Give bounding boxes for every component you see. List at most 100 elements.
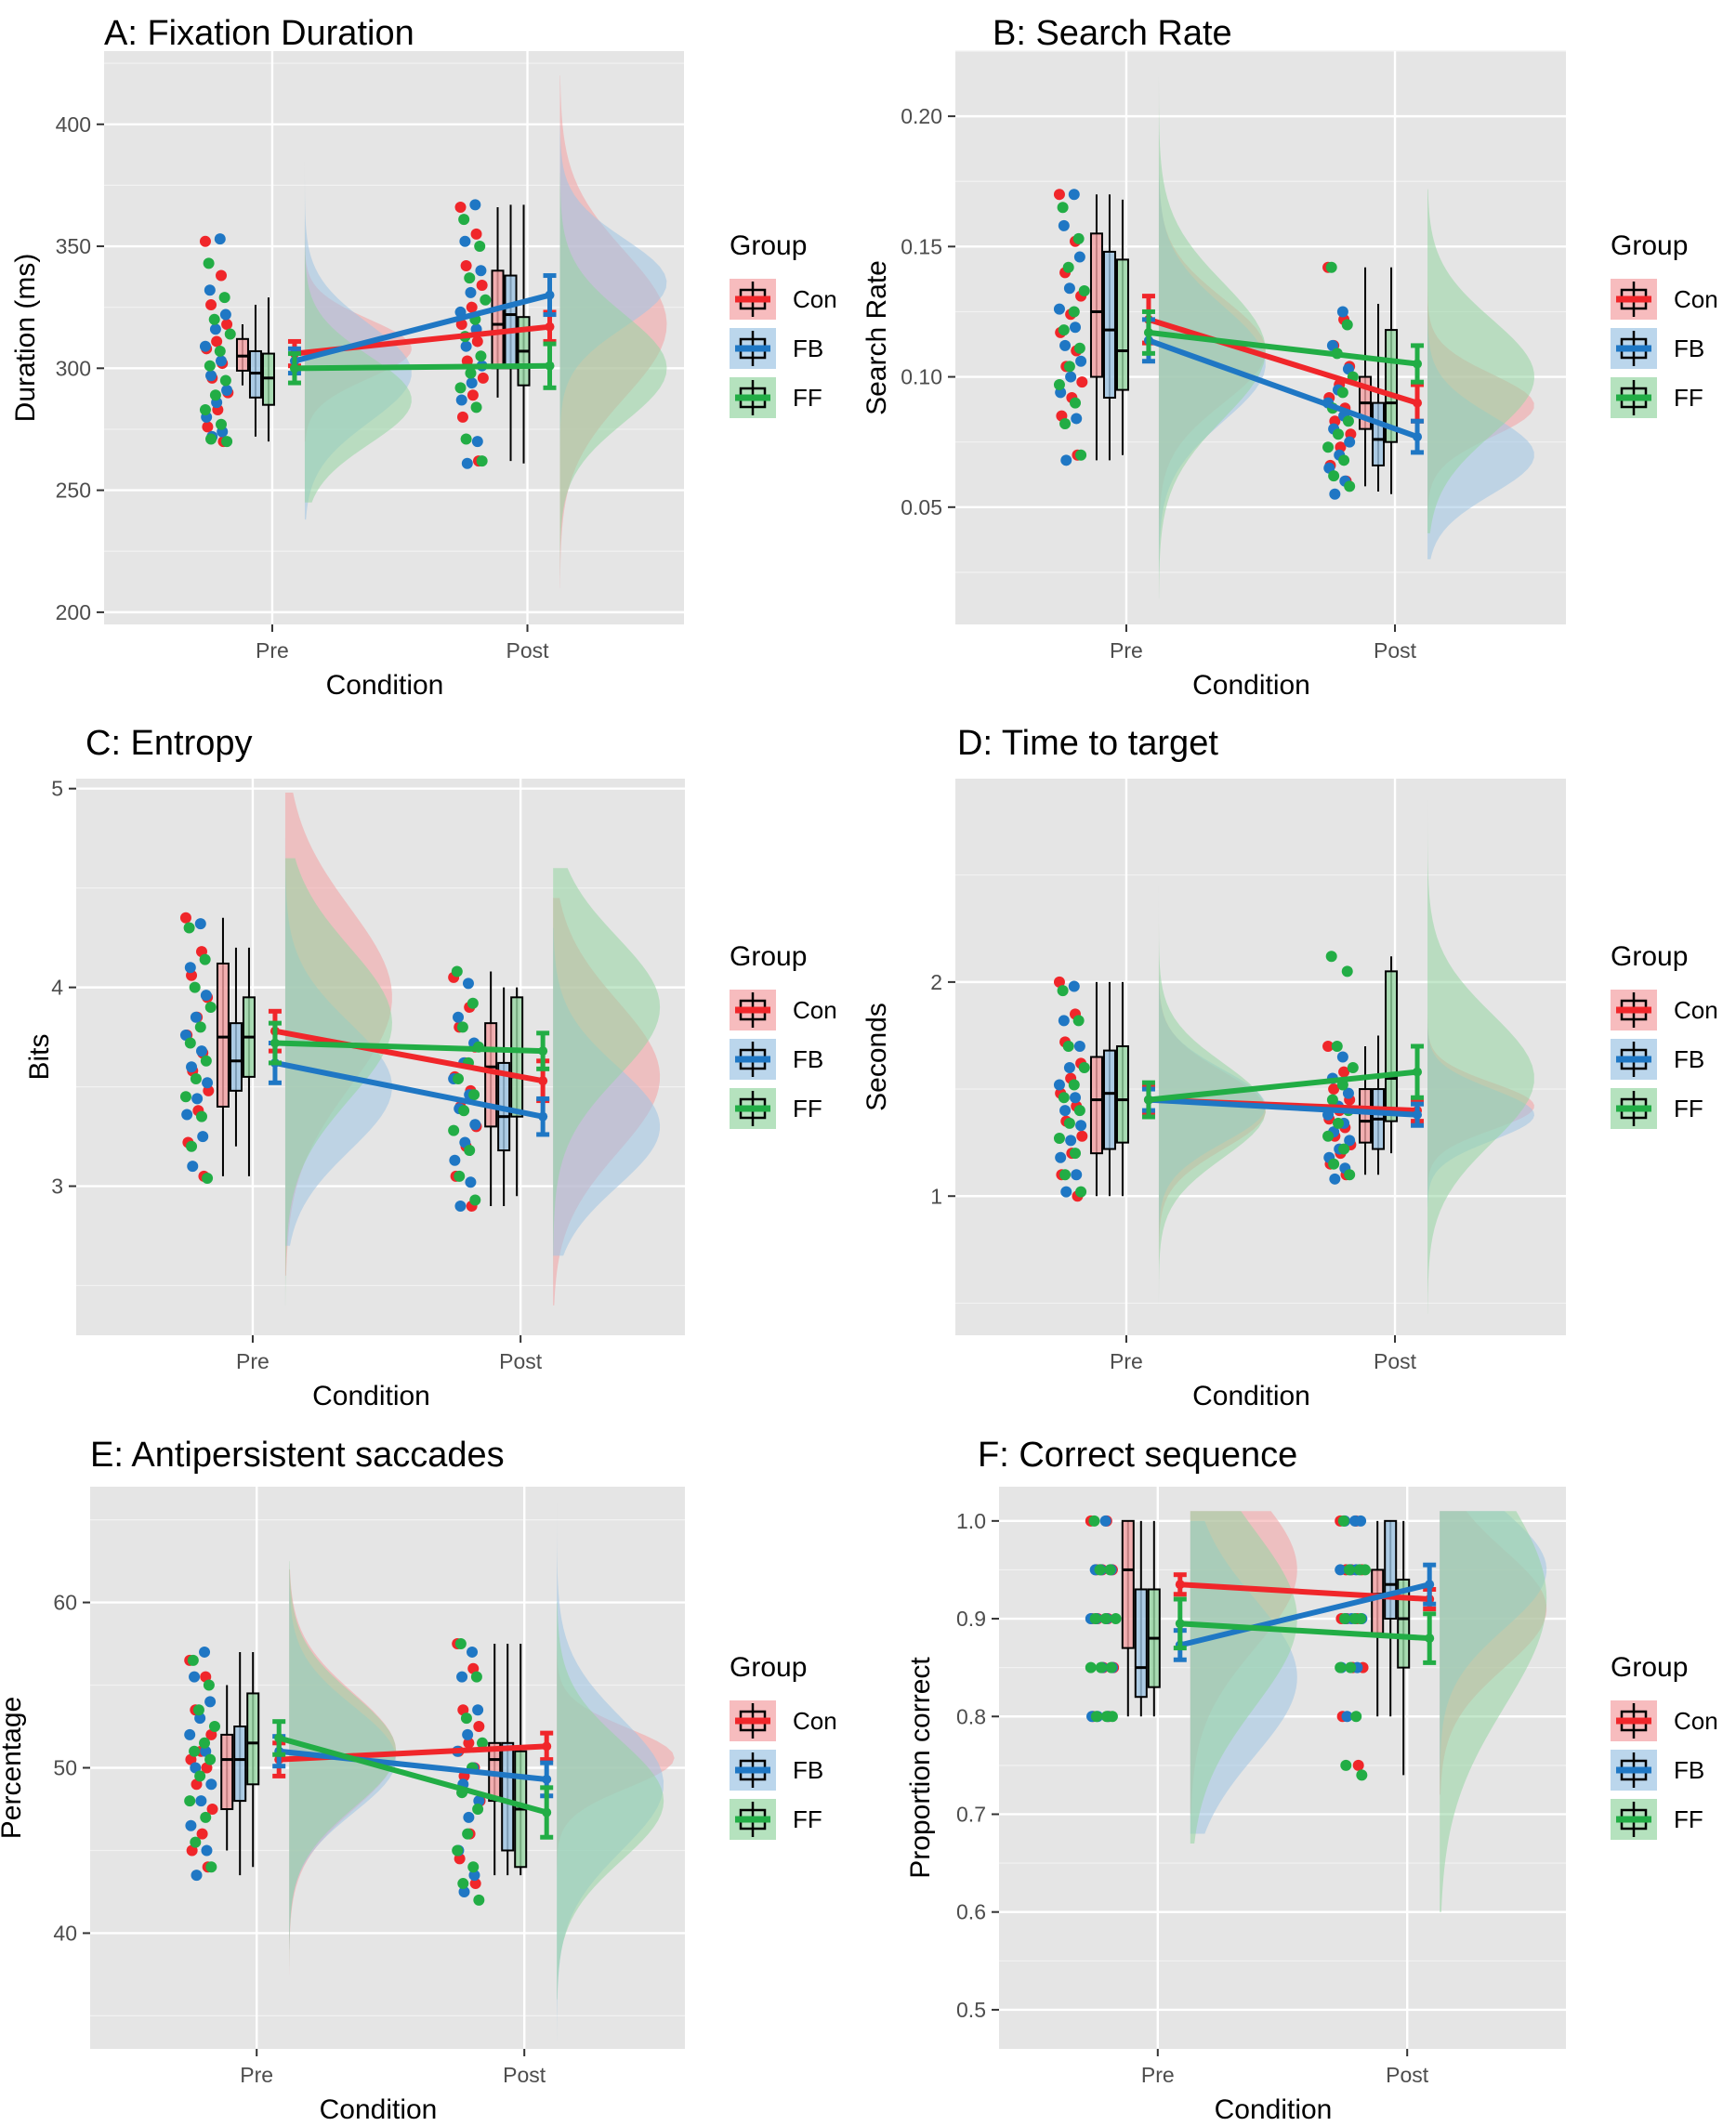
panel-title: A: Fixation Duration [104, 14, 414, 53]
point-fb [1075, 355, 1087, 367]
point-con [179, 912, 191, 924]
point-ff [1099, 1613, 1111, 1625]
point-ff [184, 1037, 196, 1049]
point-ff [1095, 1661, 1107, 1673]
point-ff [1068, 1079, 1080, 1091]
point-con [1352, 1759, 1364, 1771]
mean-point-ff [1143, 1095, 1153, 1105]
point-ff [453, 1073, 465, 1085]
point-ff [1356, 1769, 1368, 1781]
point-ff [467, 997, 479, 1009]
point-con [1076, 1130, 1088, 1142]
mean-point-con [1175, 1580, 1185, 1590]
point-fb [468, 1870, 480, 1882]
point-fb [204, 1696, 217, 1708]
mean-point-fb [542, 1774, 552, 1784]
point-ff [472, 1803, 484, 1815]
point-ff [457, 1878, 469, 1890]
legend-label-fb: FB [1674, 335, 1704, 362]
point-fb [465, 286, 477, 298]
point-fb [1058, 1015, 1070, 1027]
mean-point-con [1413, 398, 1423, 408]
point-ff [1063, 361, 1075, 373]
point-ff [1339, 1613, 1351, 1625]
point-fb [1336, 1051, 1348, 1063]
point-con [469, 1878, 481, 1890]
x-tick-label: Post [1374, 638, 1417, 663]
point-fb [462, 1728, 474, 1740]
point-ff [1068, 306, 1080, 318]
point-fb [204, 284, 216, 296]
point-ff [208, 313, 220, 325]
legend-label-fb: FB [1674, 1045, 1704, 1073]
point-fb [1336, 306, 1348, 318]
point-ff [454, 382, 467, 394]
point-ff [200, 1811, 212, 1823]
y-tick-label: 4 [51, 976, 63, 1000]
point-con [454, 202, 467, 214]
mean-point-ff [1413, 1067, 1423, 1077]
point-ff [1059, 1169, 1072, 1181]
point-ff [476, 1737, 488, 1749]
box-ff [1115, 1044, 1129, 1144]
point-fb [216, 355, 228, 367]
point-ff [1344, 480, 1356, 492]
y-axis-label: Bits [24, 1033, 55, 1080]
point-ff [1070, 1148, 1082, 1160]
density-ff-post [1427, 800, 1534, 1314]
point-ff [192, 1704, 204, 1716]
y-tick-label: 350 [56, 234, 91, 258]
x-tick-label: Pre [256, 638, 289, 663]
point-fb [194, 918, 206, 930]
mean-line-ff [278, 1735, 548, 1816]
point-fb [1344, 1135, 1356, 1147]
point-ff [1328, 1158, 1340, 1170]
mean-point-fb [1425, 1580, 1435, 1590]
point-con [1328, 1083, 1340, 1096]
panel-b: 0.05 0.10 0.15 0.20 Pre Post B: Search Rate Con… [861, 14, 1718, 701]
point-fb [463, 1811, 475, 1823]
point-ff [199, 953, 211, 965]
point-fb [1073, 251, 1085, 263]
panel-d: 1 2 Pre Post D: Time to target Condition Secon… [861, 724, 1718, 1411]
point-con [460, 260, 472, 272]
point-ff [1062, 261, 1074, 273]
point-fb [202, 1077, 214, 1089]
box-fb [1102, 1049, 1116, 1150]
y-tick-label: 0.15 [901, 234, 942, 258]
point-fb [1073, 1040, 1085, 1052]
legend-title: Group [1611, 941, 1688, 972]
point-ff [1325, 261, 1337, 273]
point-con [476, 280, 488, 292]
point-fb [186, 1061, 198, 1073]
density-ff-pre [1158, 864, 1266, 1304]
y-tick-label: 5 [51, 777, 63, 801]
y-tick-label: 0.6 [956, 1900, 986, 1924]
box-ff [1115, 258, 1129, 391]
x-tick-label: Post [1386, 2063, 1429, 2087]
point-fb [1059, 339, 1072, 351]
box-fb [1372, 401, 1386, 466]
y-tick-label: 0.8 [956, 1704, 986, 1728]
point-ff [189, 1745, 201, 1757]
point-ff [1058, 324, 1070, 336]
point-fb [191, 1870, 203, 1882]
mean-point-ff [542, 1807, 552, 1818]
point-fb [1065, 371, 1077, 383]
point-fb [191, 1093, 204, 1105]
mean-line-fb [274, 1059, 544, 1120]
point-ff [1335, 1661, 1347, 1673]
point-ff [1073, 342, 1085, 354]
point-ff [219, 374, 231, 387]
point-fb [1329, 488, 1341, 500]
y-tick-label: 200 [56, 600, 91, 624]
legend-label-ff: FF [793, 1805, 822, 1833]
y-tick-label: 250 [56, 479, 91, 503]
point-fb [456, 1671, 468, 1683]
panel-c: 3 4 5 Pre Post C: Entropy Condition Bits Group Co… [24, 724, 837, 1411]
point-fb [454, 1200, 467, 1212]
legend-label-ff: FF [1674, 1805, 1703, 1833]
panel-title: B: Search Rate [993, 14, 1232, 53]
point-fb [1053, 303, 1065, 315]
point-ff [1340, 1759, 1352, 1771]
